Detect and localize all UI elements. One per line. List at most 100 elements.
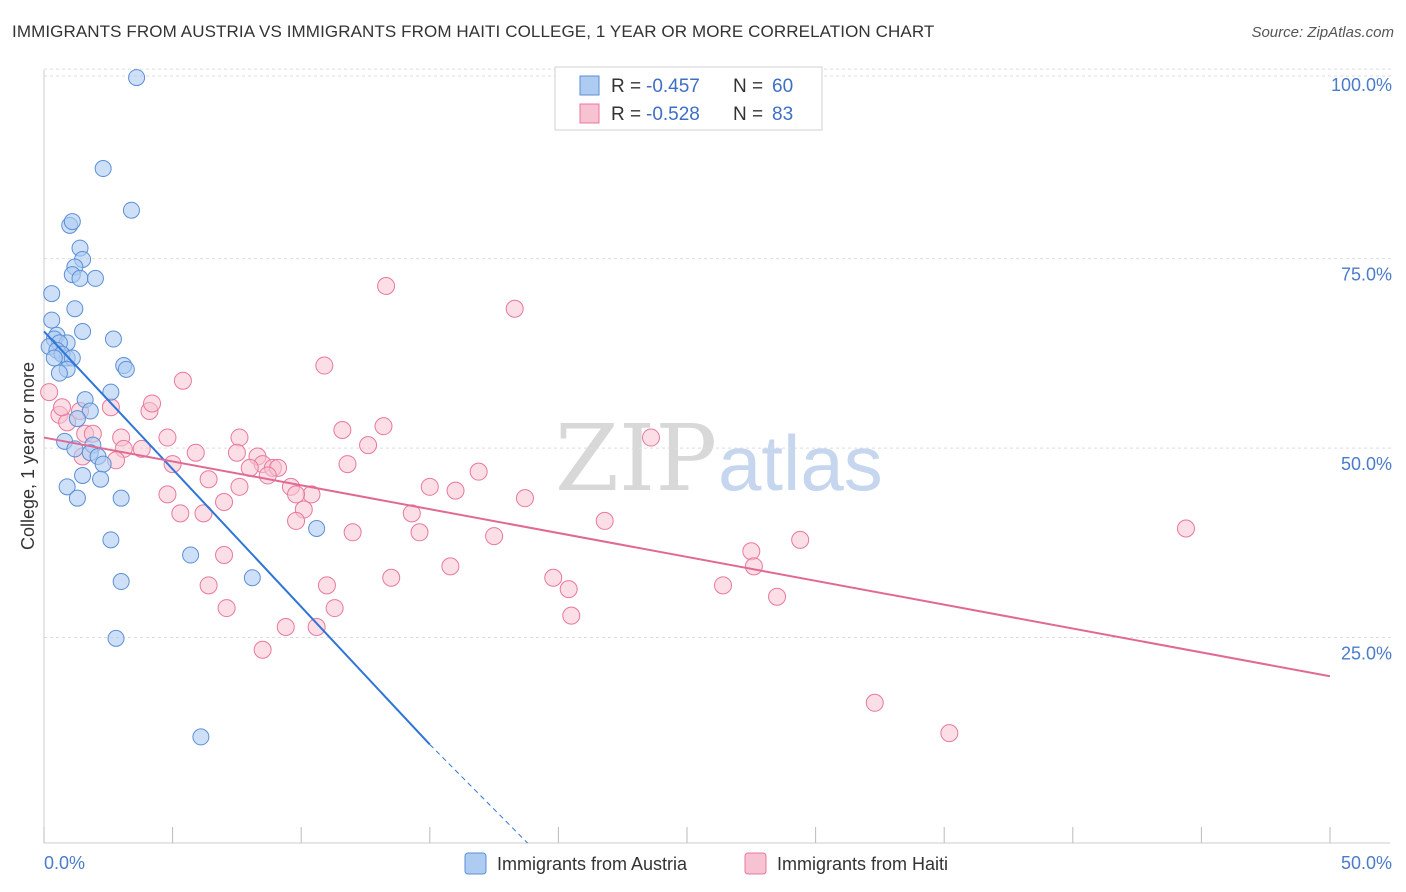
haiti-point <box>215 546 234 565</box>
haiti-point <box>768 587 787 606</box>
austria-point <box>68 489 86 507</box>
haiti-point <box>562 606 581 625</box>
austria-point <box>74 322 92 340</box>
austria-point <box>122 201 140 219</box>
legend-swatch-austria <box>579 75 600 96</box>
legend-r-value-haiti: -0.528 <box>646 104 700 125</box>
haiti-point <box>382 568 401 587</box>
haiti-point <box>132 439 151 458</box>
bottom-legend-label-haiti: Immigrants from Haiti <box>777 854 948 874</box>
haiti-trend-line <box>43 436 1331 678</box>
haiti-point <box>515 489 534 508</box>
haiti-point <box>377 276 396 295</box>
haiti-point <box>217 599 236 618</box>
haiti-point <box>410 523 429 542</box>
haiti-point <box>441 557 460 576</box>
axes <box>43 70 1390 844</box>
haiti-point <box>374 417 393 436</box>
haiti-point <box>287 485 306 504</box>
austria-point <box>66 300 84 318</box>
bottom-legend-swatch-austria <box>464 852 487 875</box>
austria-point <box>74 466 92 484</box>
y-tick-label: 75.0% <box>1341 265 1392 285</box>
bottom-legend-swatch-haiti <box>744 852 767 875</box>
haiti-point <box>317 576 336 595</box>
austria-point <box>308 519 326 537</box>
haiti-point <box>315 356 334 375</box>
haiti-point <box>641 428 660 447</box>
y-tick-label: 100.0% <box>1331 75 1392 95</box>
austria-point <box>71 269 89 287</box>
austria-point <box>112 573 130 591</box>
x-tick-label-min: 0.0% <box>44 853 85 873</box>
haiti-point <box>420 477 439 496</box>
haiti-point <box>714 576 733 595</box>
austria-point <box>107 629 125 647</box>
haiti-point <box>343 523 362 542</box>
legend-n-value-austria: 60 <box>772 76 793 97</box>
stats-legend: R = -0.457 N = 60 R = -0.528 N = 83 <box>554 66 823 131</box>
legend-r-label-austria: R = <box>611 76 641 97</box>
legend-r-label-haiti: R = <box>611 104 641 125</box>
y-tick-label: 50.0% <box>1341 454 1392 474</box>
haiti-point <box>215 492 234 511</box>
austria-point <box>92 470 110 488</box>
haiti-point <box>485 527 504 546</box>
haiti-point <box>158 428 177 447</box>
austria-point <box>45 349 63 367</box>
austria-point <box>182 546 200 564</box>
haiti-point <box>1176 519 1195 538</box>
chart-title: IMMIGRANTS FROM AUSTRIA VS IMMIGRANTS FR… <box>12 22 935 41</box>
watermark-zip: ZIP <box>555 405 717 512</box>
haiti-point <box>194 504 213 523</box>
austria-point <box>104 330 122 348</box>
haiti-point <box>199 576 218 595</box>
austria-trend-line <box>43 330 431 746</box>
austria-point <box>81 402 99 420</box>
austria-point <box>50 364 68 382</box>
watermark-atlas: atlas <box>718 419 883 507</box>
haiti-point <box>173 371 192 390</box>
haiti-point <box>865 693 884 712</box>
series-legend: Immigrants from Austria Immigrants from … <box>464 852 948 875</box>
haiti-point <box>287 511 306 530</box>
austria-point <box>128 69 146 87</box>
austria-point <box>102 383 120 401</box>
legend-n-label-haiti: N = <box>733 104 763 125</box>
austria-point <box>192 728 210 746</box>
austria-point <box>117 360 135 378</box>
haiti-point <box>559 580 578 599</box>
haiti-point <box>171 504 190 523</box>
legend-n-value-haiti: 83 <box>772 104 793 125</box>
haiti-point <box>791 530 810 549</box>
austria-points <box>40 69 326 746</box>
haiti-point <box>742 542 761 561</box>
haiti-point <box>338 455 357 474</box>
trend-lines <box>43 330 1331 844</box>
legend-r-value-austria: -0.457 <box>646 76 700 97</box>
austria-point <box>43 285 61 303</box>
source-label: Source: ZipAtlas.com <box>1251 24 1394 41</box>
austria-point <box>94 160 112 178</box>
austria-point <box>68 410 86 428</box>
y-tick-labels: 100.0% 75.0% 50.0% 25.0% <box>1331 75 1392 663</box>
austria-point <box>102 531 120 549</box>
bottom-legend-label-austria: Immigrants from Austria <box>497 854 688 874</box>
haiti-point <box>186 443 205 462</box>
haiti-point <box>143 394 162 413</box>
haiti-point <box>744 557 763 576</box>
haiti-point <box>158 485 177 504</box>
legend-n-label-austria: N = <box>733 76 763 97</box>
austria-point <box>58 478 76 496</box>
x-tick-label-max: 50.0% <box>1341 853 1392 873</box>
y-tick-label: 25.0% <box>1341 644 1392 664</box>
haiti-point <box>544 568 563 587</box>
haiti-point <box>199 470 218 489</box>
haiti-point <box>359 436 378 455</box>
austria-point <box>63 213 81 231</box>
haiti-point <box>253 640 272 659</box>
haiti-point <box>227 443 246 462</box>
haiti-point <box>53 398 72 417</box>
austria-trend-extension <box>429 744 528 844</box>
